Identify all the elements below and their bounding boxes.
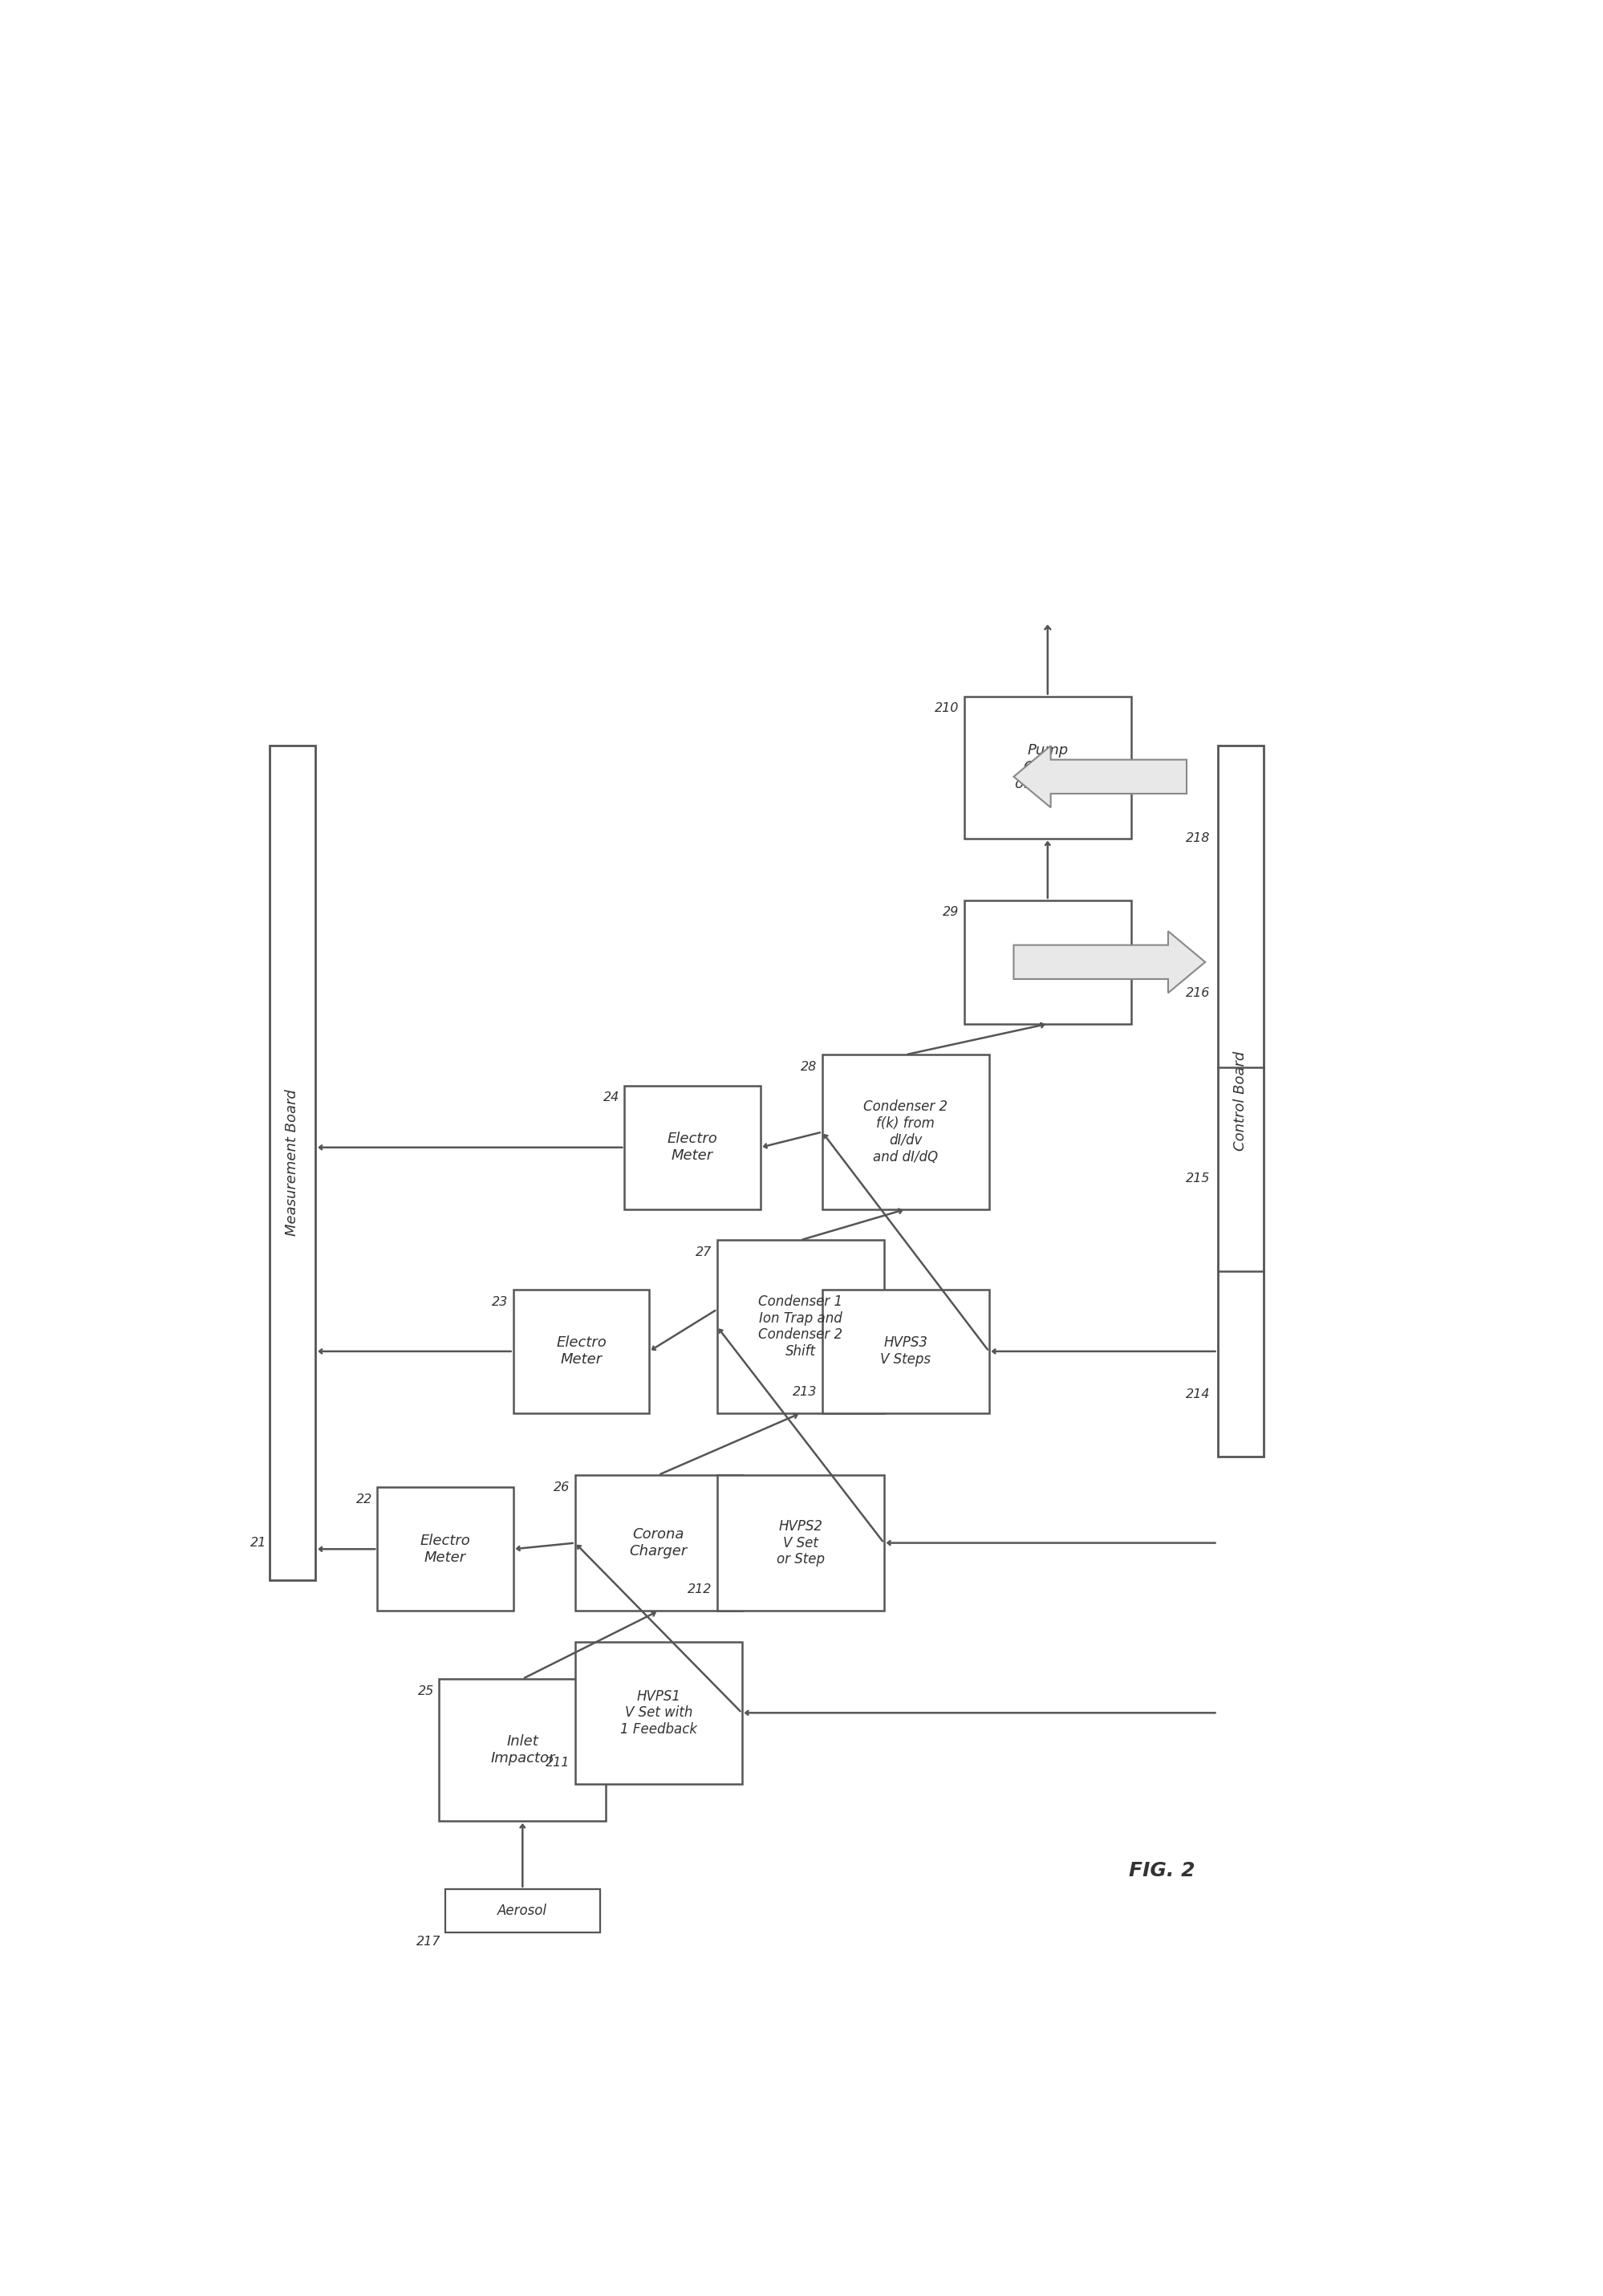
Text: 29: 29 xyxy=(943,907,959,918)
FancyArrow shape xyxy=(1013,932,1205,992)
FancyArrow shape xyxy=(1013,746,1186,808)
Text: Electro
Meter: Electro Meter xyxy=(667,1132,718,1164)
Bar xyxy=(377,1488,513,1612)
Text: 25: 25 xyxy=(418,1685,434,1697)
Text: Corona
Charger: Corona Charger xyxy=(630,1527,688,1559)
Text: 214: 214 xyxy=(1186,1389,1210,1401)
Text: Condenser 1
Ion Trap and
Condenser 2
Shift: Condenser 1 Ion Trap and Condenser 2 Shi… xyxy=(758,1295,843,1359)
Text: Electro
Meter: Electro Meter xyxy=(420,1534,471,1564)
Text: Inlet
Impactor: Inlet Impactor xyxy=(491,1733,555,1766)
Text: 213: 213 xyxy=(793,1387,818,1398)
Text: 210: 210 xyxy=(935,703,959,714)
Text: 24: 24 xyxy=(603,1093,619,1104)
Text: Condenser 2
f(k) from
dI/dv
and dI/dQ: Condenser 2 f(k) from dI/dv and dI/dQ xyxy=(864,1100,947,1164)
Bar xyxy=(513,1290,649,1412)
Bar xyxy=(575,1474,742,1612)
Bar xyxy=(625,1086,760,1210)
Text: 218: 218 xyxy=(1186,833,1210,845)
Text: FIG. 2: FIG. 2 xyxy=(1129,1860,1194,1880)
Bar xyxy=(1218,746,1263,1456)
Text: HVPS2
V Set
or Step: HVPS2 V Set or Step xyxy=(776,1520,824,1566)
Text: Measurement Board: Measurement Board xyxy=(285,1091,300,1235)
Text: 212: 212 xyxy=(688,1584,712,1596)
Bar xyxy=(965,900,1132,1024)
Text: Pump
Q step
or sweep: Pump Q step or sweep xyxy=(1015,744,1080,792)
Text: Electro
Meter: Electro Meter xyxy=(556,1336,606,1366)
Text: 27: 27 xyxy=(696,1247,712,1258)
Text: 216: 216 xyxy=(1186,987,1210,999)
Text: 28: 28 xyxy=(802,1061,818,1072)
Bar xyxy=(575,1642,742,1784)
Bar xyxy=(439,1678,606,1821)
Text: HVPS3
V Steps: HVPS3 V Steps xyxy=(880,1336,931,1366)
Text: Aerosol: Aerosol xyxy=(497,1903,547,1917)
Bar xyxy=(446,1890,600,1933)
Text: 211: 211 xyxy=(545,1756,571,1768)
Bar xyxy=(965,696,1132,838)
Text: HVPS1
V Set with
1 Feedback: HVPS1 V Set with 1 Feedback xyxy=(620,1690,697,1736)
Bar xyxy=(717,1240,883,1412)
Text: 215: 215 xyxy=(1186,1173,1210,1185)
Bar xyxy=(822,1290,989,1412)
Text: 21: 21 xyxy=(250,1536,266,1550)
Text: 22: 22 xyxy=(356,1492,372,1506)
Bar xyxy=(269,746,316,1580)
Text: Control Board: Control Board xyxy=(1233,1052,1247,1150)
Text: 217: 217 xyxy=(417,1936,441,1947)
Bar xyxy=(717,1474,883,1612)
Bar xyxy=(822,1054,989,1210)
Text: 26: 26 xyxy=(555,1481,571,1492)
Text: 23: 23 xyxy=(492,1295,508,1309)
Text: Flow
Meter: Flow Meter xyxy=(1028,946,1069,978)
